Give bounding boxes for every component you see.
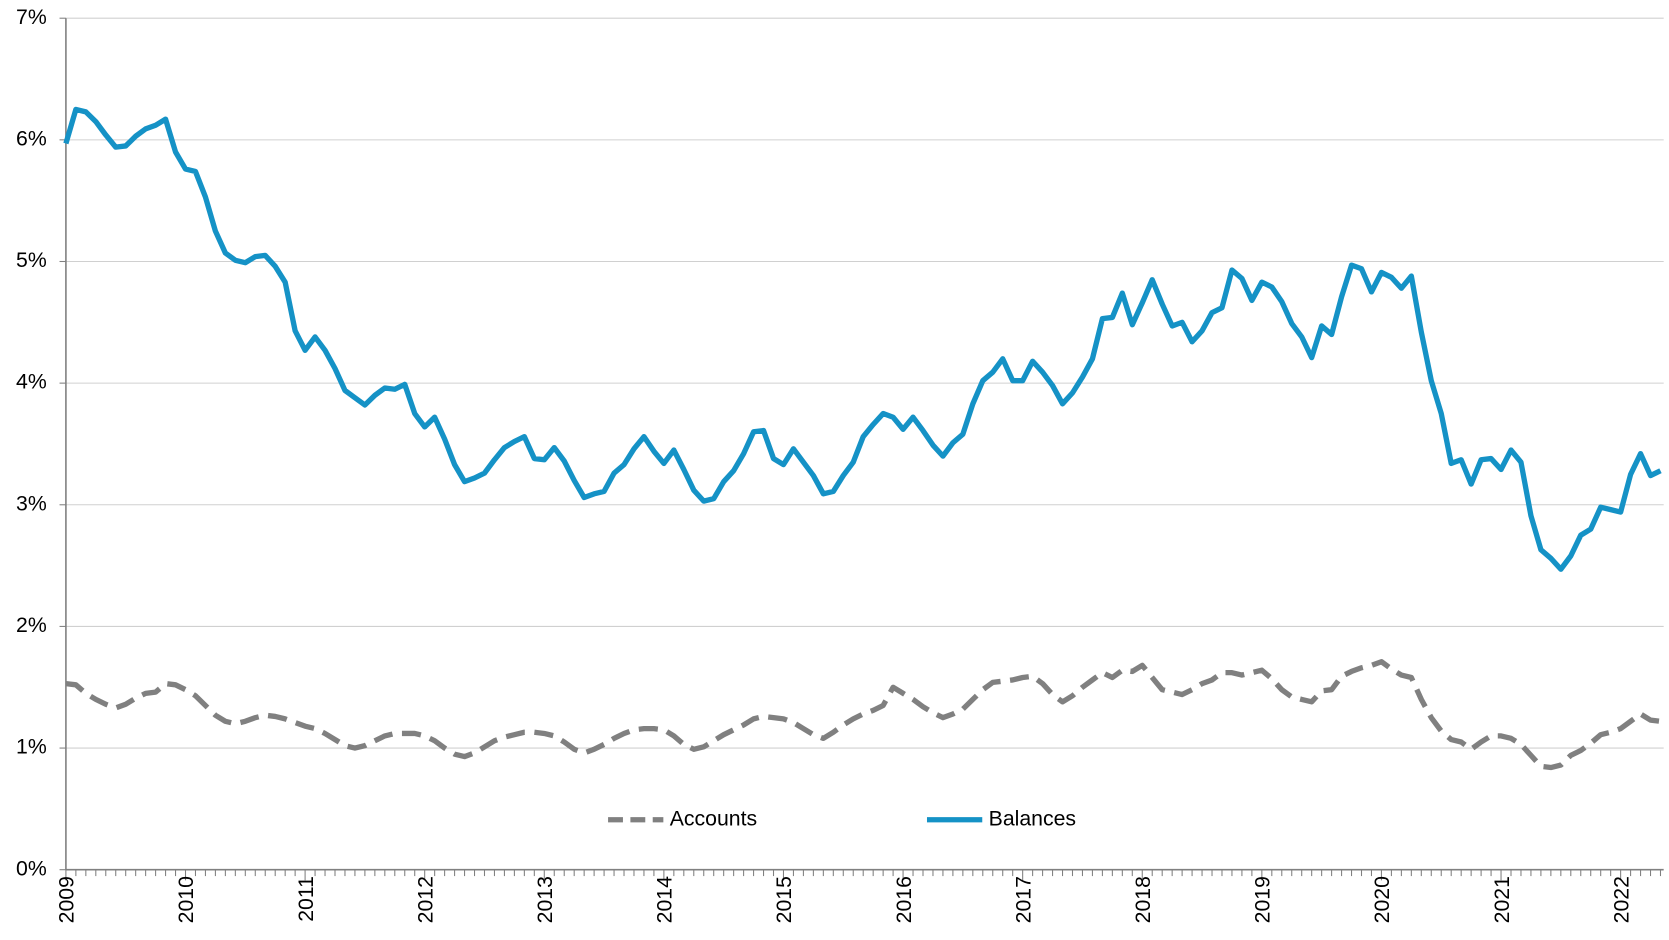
x-tick-label: 2020	[1370, 876, 1394, 923]
x-tick-label: 2017	[1011, 876, 1035, 923]
y-tick-label: 3%	[16, 491, 47, 515]
x-tick-label: 2009	[55, 876, 79, 923]
x-tick-label: 2018	[1131, 876, 1155, 923]
x-tick-label: 2014	[653, 876, 677, 923]
x-tick-label: 2022	[1609, 876, 1633, 923]
y-tick-label: 4%	[16, 370, 47, 394]
x-tick-label: 2021	[1490, 876, 1514, 923]
x-tick-label: 2019	[1251, 876, 1275, 923]
x-tick-label: 2015	[772, 876, 796, 923]
y-tick-label: 7%	[16, 5, 47, 29]
y-tick-label: 1%	[16, 735, 47, 759]
x-tick-label: 2011	[294, 876, 318, 922]
series-line	[63, 106, 1662, 572]
y-tick-label: 0%	[16, 856, 47, 880]
y-tick-label: 2%	[16, 613, 47, 637]
y-tick-label: 5%	[16, 248, 47, 272]
legend-label: Balances	[989, 806, 1076, 830]
y-tick-label: 6%	[16, 126, 47, 150]
x-tick-label: 2013	[533, 876, 557, 923]
legend-label: Accounts	[670, 806, 757, 830]
x-tick-label: 2016	[892, 876, 916, 923]
series-line	[65, 659, 1661, 771]
x-tick-label: 2012	[413, 876, 437, 923]
x-tick-label: 2010	[174, 876, 198, 923]
